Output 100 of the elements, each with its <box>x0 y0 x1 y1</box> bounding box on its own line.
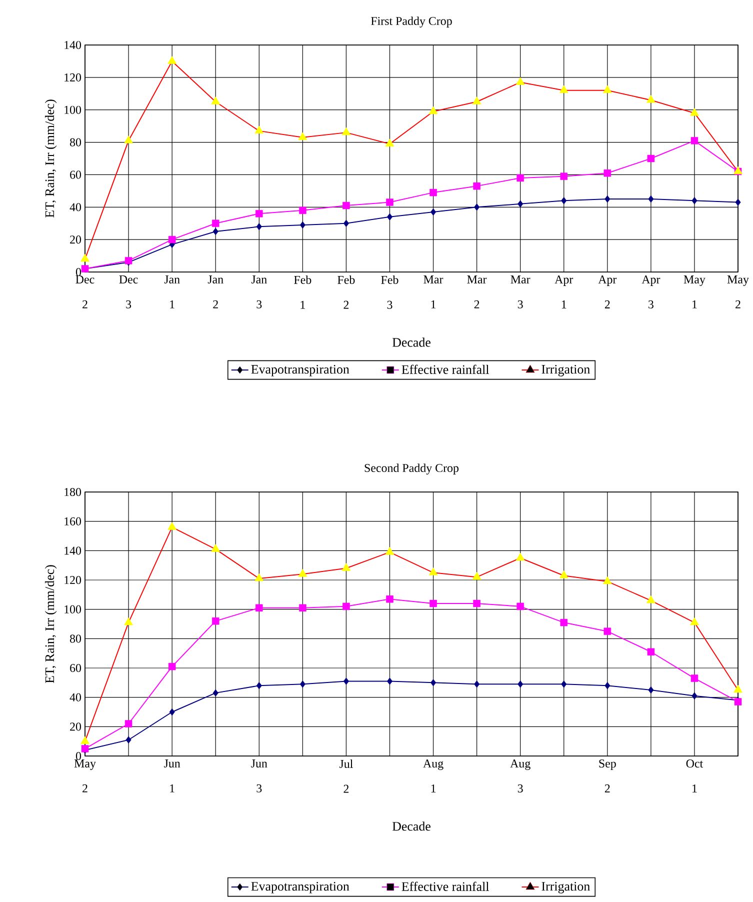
chart-title: First Paddy Crop <box>370 16 452 28</box>
point <box>474 204 480 211</box>
point <box>212 228 218 236</box>
point <box>428 106 438 114</box>
category-label: Jan 1 <box>164 276 180 308</box>
y-tick-label: 120 <box>64 73 82 82</box>
y-tick-label: 20 <box>70 722 82 731</box>
y-tick-label: 100 <box>64 605 82 614</box>
point <box>646 595 656 604</box>
point <box>256 210 263 218</box>
point <box>690 674 698 682</box>
point <box>124 136 133 144</box>
category-label: Jan 2 <box>208 276 224 308</box>
point <box>428 568 438 576</box>
point <box>386 678 392 685</box>
y-tick-label: 0 <box>76 752 82 760</box>
point <box>561 680 567 688</box>
point <box>343 678 349 685</box>
point <box>300 221 306 229</box>
x-axis-title: Decade <box>392 822 430 831</box>
point <box>560 618 568 626</box>
point <box>430 600 437 608</box>
point <box>168 56 177 64</box>
category-label: May 2 <box>727 276 749 308</box>
category-label: Feb 2 <box>338 276 355 309</box>
point <box>516 77 525 85</box>
point <box>602 85 612 94</box>
y-tick-label: 120 <box>64 576 82 584</box>
point <box>516 174 524 182</box>
point <box>212 220 220 227</box>
category-label: May 2 <box>74 760 96 792</box>
point <box>604 169 612 177</box>
point <box>256 604 263 612</box>
legend-label: Effective rainfall <box>402 882 489 891</box>
category-label: Sep 2 <box>599 760 616 792</box>
point <box>518 200 524 208</box>
category-label: Apr 2 <box>598 276 617 308</box>
point <box>126 736 132 744</box>
point <box>342 602 350 610</box>
point <box>254 126 264 134</box>
point <box>604 628 612 635</box>
point <box>385 138 394 147</box>
point <box>646 95 656 103</box>
legend-label: Irrigation <box>542 364 590 376</box>
point <box>690 108 699 116</box>
point <box>516 602 524 610</box>
point <box>559 85 568 94</box>
point <box>211 544 220 552</box>
category-label: Dec 3 <box>119 276 138 308</box>
point <box>692 197 698 204</box>
point <box>648 195 654 203</box>
legend-label: Evapotranspiration <box>251 882 350 894</box>
point <box>168 522 177 530</box>
point <box>690 617 699 626</box>
point <box>168 662 176 670</box>
y-tick-label: 80 <box>70 634 82 643</box>
point <box>561 197 567 204</box>
point <box>298 569 308 577</box>
legend-label: Evapotranspiration <box>251 364 350 376</box>
point <box>124 720 132 728</box>
point <box>168 236 176 244</box>
point <box>692 692 698 700</box>
point <box>473 600 480 608</box>
y-tick-label: 80 <box>70 138 82 146</box>
point <box>604 195 610 203</box>
point <box>430 188 437 196</box>
point <box>385 547 394 555</box>
y-tick-label: 60 <box>70 170 82 179</box>
point <box>211 96 220 104</box>
point <box>169 708 175 716</box>
point <box>342 563 351 571</box>
point <box>342 127 351 136</box>
category-label: Mar 3 <box>510 276 530 308</box>
point <box>386 595 394 603</box>
point <box>647 648 655 656</box>
category-label: Jun 1 <box>164 760 180 792</box>
point <box>212 617 220 625</box>
point <box>254 573 264 582</box>
y-tick-label: 140 <box>64 40 82 50</box>
point <box>386 198 394 206</box>
y-tick-label: 40 <box>70 203 82 212</box>
point <box>386 213 392 221</box>
point <box>648 686 654 694</box>
y-tick-label: 160 <box>64 517 82 526</box>
category-label: Feb 3 <box>381 276 398 309</box>
y-axis-title: ET, Rain, Irr (mm/dec) <box>44 100 57 218</box>
point <box>430 208 436 216</box>
point <box>124 617 133 626</box>
x-axis-title: Decade <box>392 338 430 347</box>
point <box>518 680 524 688</box>
legend-label: Effective rainfall <box>402 364 489 374</box>
point <box>342 202 350 210</box>
point <box>559 570 568 578</box>
point <box>300 680 306 688</box>
point <box>212 689 218 697</box>
point <box>604 682 610 690</box>
y-tick-label: 40 <box>70 693 82 702</box>
point <box>472 572 482 580</box>
y-tick-label: 140 <box>64 546 82 555</box>
category-label: Aug 3 <box>510 760 530 792</box>
